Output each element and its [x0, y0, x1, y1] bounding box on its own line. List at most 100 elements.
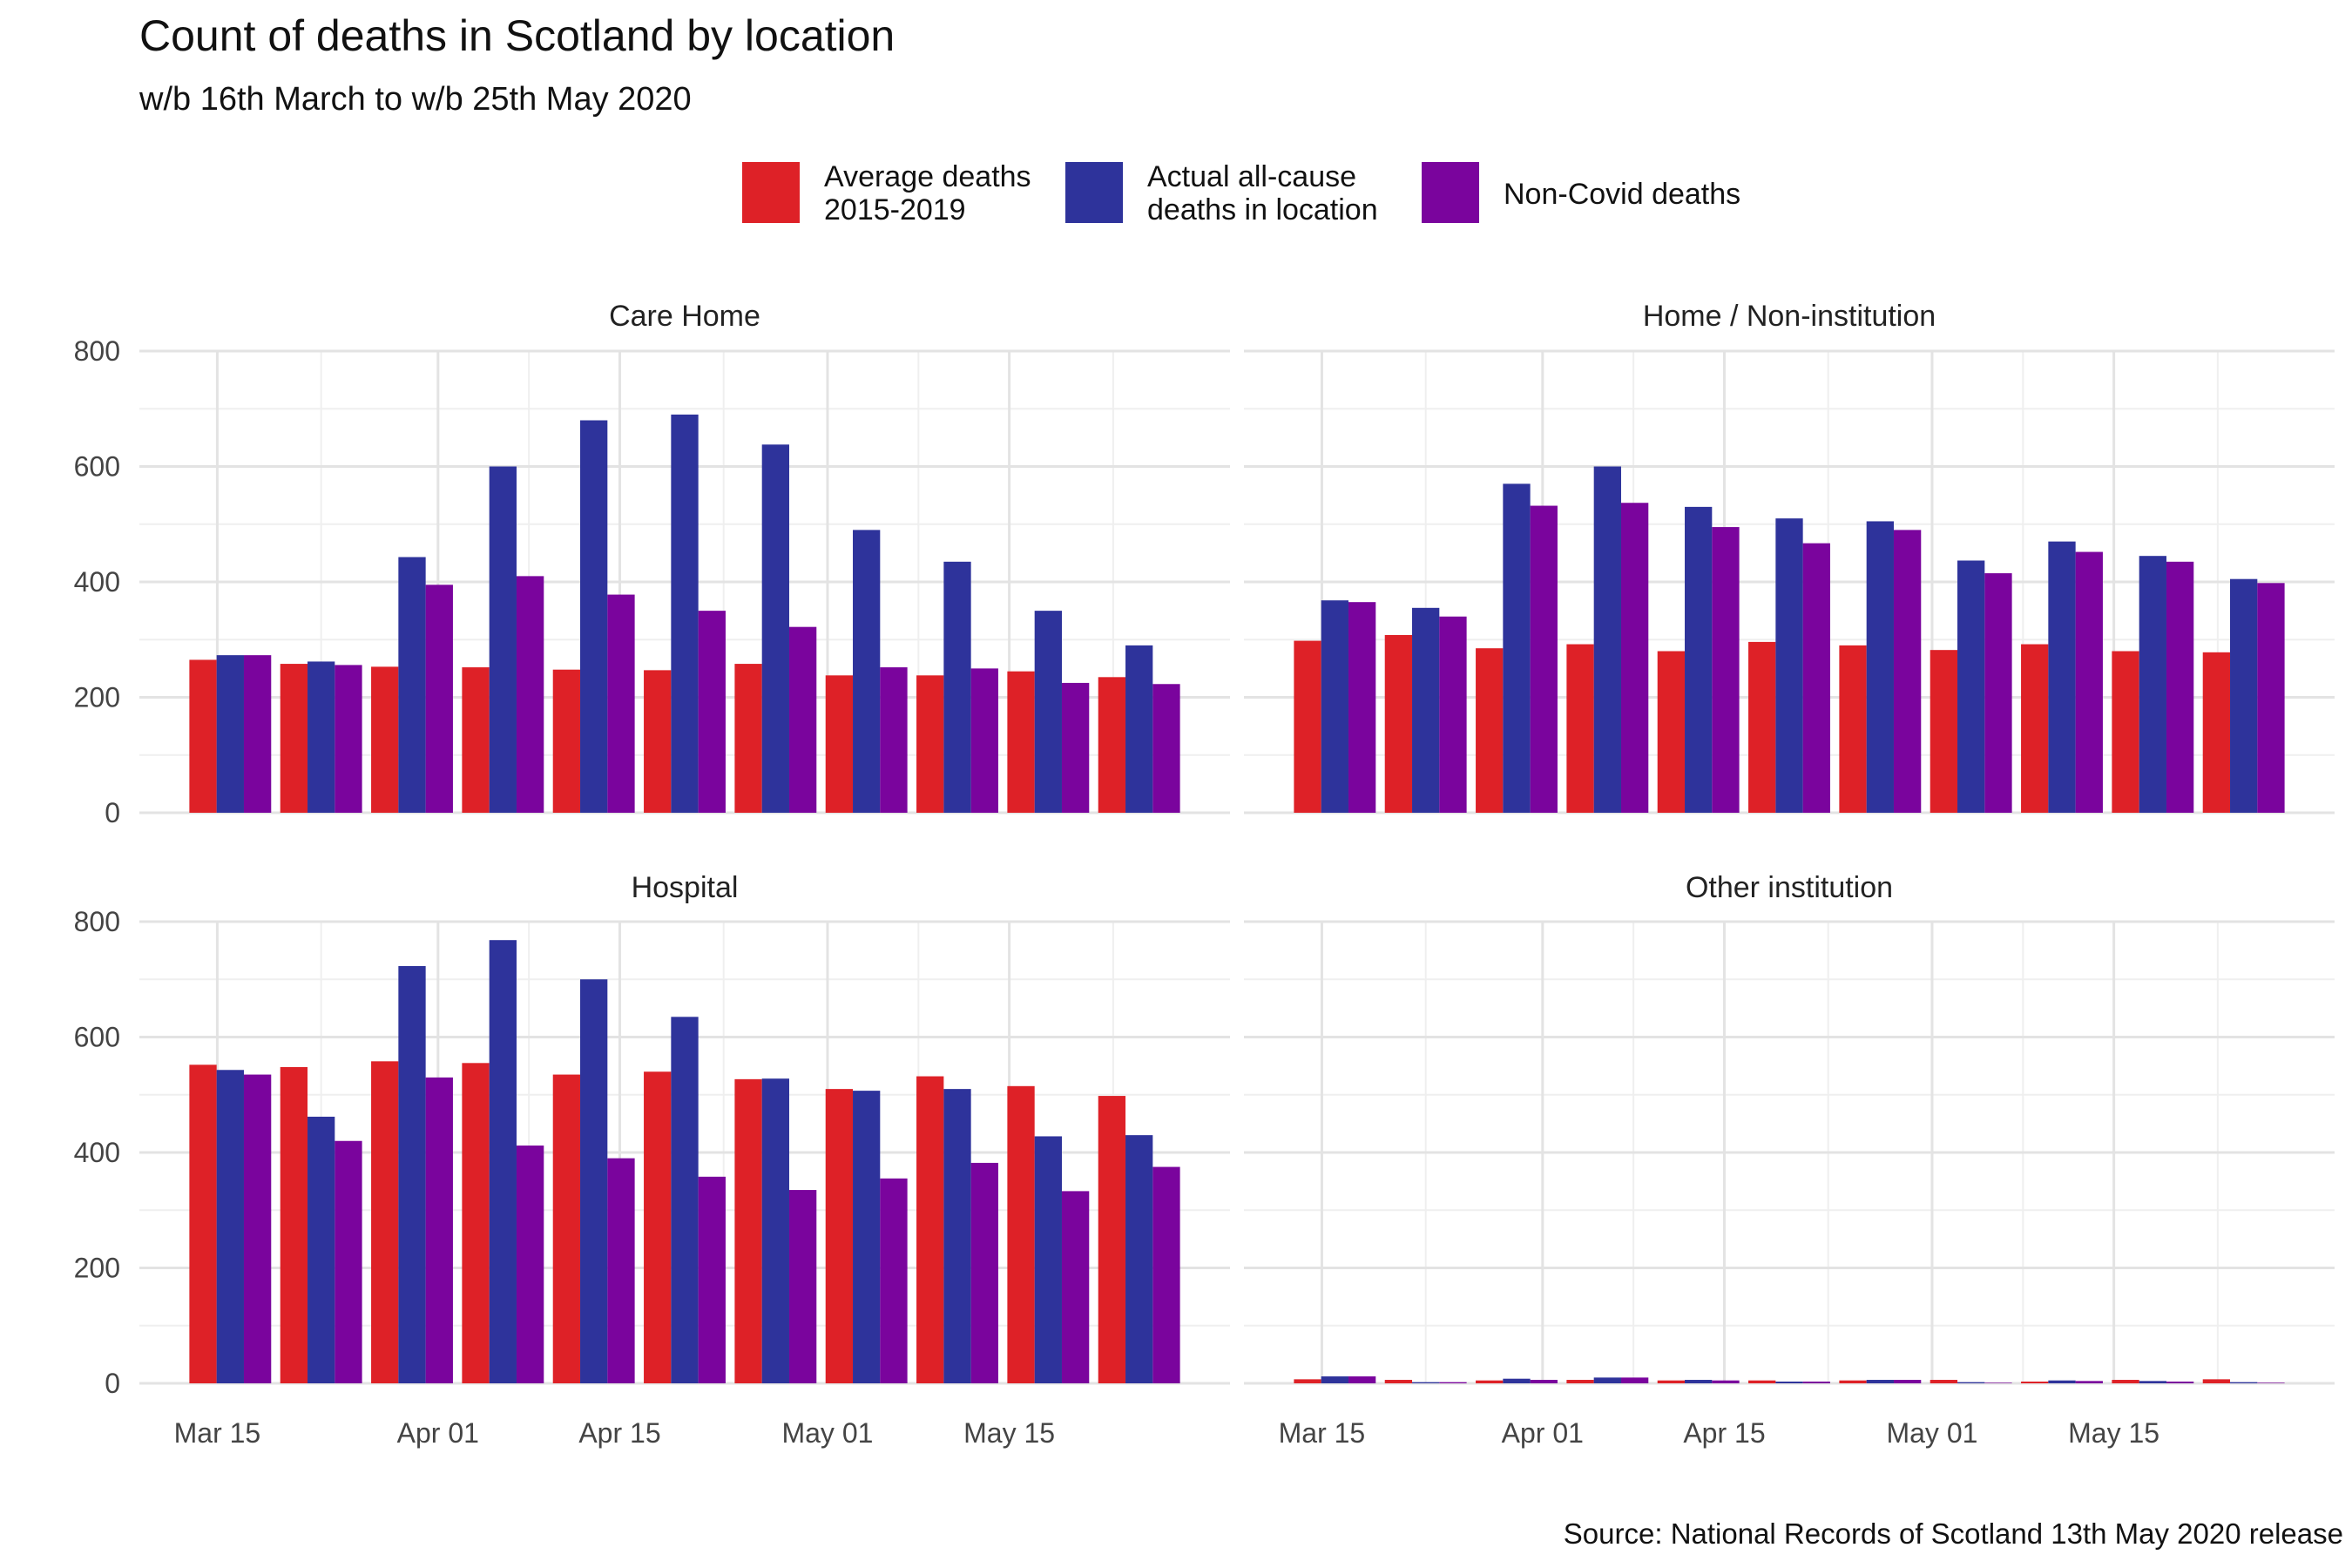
x-tick-label: Apr 01	[397, 1417, 479, 1449]
bar-3-6	[698, 1176, 726, 1383]
bar-1-7	[1839, 1380, 1867, 1383]
bar-2-9	[943, 561, 971, 813]
bar-1-1	[189, 659, 217, 813]
bar-2-2	[308, 661, 335, 813]
y-tick-label: 400	[74, 1137, 120, 1168]
bar-2-9	[943, 1089, 971, 1383]
y-tick-label: 400	[74, 566, 120, 598]
bar-2-8	[853, 1091, 881, 1383]
bar-3-4	[516, 1146, 544, 1383]
legend-swatch-3	[1422, 162, 1479, 223]
bar-2-11	[2230, 1382, 2258, 1383]
y-tick-label: 200	[74, 1253, 120, 1284]
bar-1-7	[734, 1078, 762, 1383]
bar-3-9	[970, 668, 998, 813]
bar-2-4	[489, 466, 517, 813]
legend-label: Actual all-cause	[1147, 160, 1356, 193]
bar-3-5	[607, 1158, 635, 1383]
bar-2-10	[1034, 1136, 1062, 1383]
bar-1-6	[644, 1071, 672, 1383]
bar-2-7	[1866, 521, 1894, 813]
bar-3-8	[880, 667, 908, 813]
x-tick-label: Mar 15	[174, 1417, 261, 1449]
panel-4: Other institution Mar 15 Apr 01 Apr 15 May 0…	[1244, 871, 2335, 1449]
bar-2-3	[398, 557, 426, 813]
bar-1-5	[1657, 651, 1686, 813]
x-tick-label: Apr 01	[1502, 1417, 1584, 1449]
y-tick-label: 600	[74, 1022, 120, 1053]
bar-3-9	[2075, 551, 2103, 813]
bar-1-6	[1748, 1380, 1776, 1383]
bar-3-4	[1620, 503, 1649, 813]
bar-3-3	[1530, 505, 1558, 813]
bar-2-5	[580, 979, 608, 1383]
bar-1-10	[2112, 651, 2139, 813]
chart-panels: Care Home 0 200 400 600 800 Home / Non-institu…	[74, 300, 2335, 1449]
x-tick-label: May 01	[1886, 1417, 1977, 1449]
bar-1-4	[1566, 1380, 1594, 1383]
bar-1-11	[1098, 1096, 1126, 1383]
bar-2-8	[1957, 560, 1985, 813]
bar-2-9	[2048, 541, 2076, 813]
bar-1-9	[2021, 644, 2049, 813]
bar-3-11	[2257, 583, 2285, 813]
bar-2-7	[761, 444, 789, 813]
bar-1-8	[825, 675, 854, 813]
legend-label: Non-Covid deaths	[1504, 178, 1740, 211]
bar-2-6	[1775, 1382, 1803, 1383]
bar-1-7	[1839, 645, 1867, 813]
bar-3-10	[2166, 561, 2194, 813]
bar-1-8	[825, 1089, 854, 1383]
bar-1-6	[644, 670, 672, 813]
facet-label: Hospital	[632, 871, 739, 904]
bar-2-5	[1685, 1380, 1713, 1383]
panel-2: Home / Non-institution	[1244, 300, 2335, 814]
legend-label: deaths in location	[1147, 193, 1378, 226]
bar-1-2	[1384, 1380, 1413, 1383]
y-tick-label: 200	[74, 682, 120, 713]
bar-3-8	[1984, 1382, 2012, 1383]
bar-3-2	[335, 1140, 362, 1383]
bar-1-3	[1476, 648, 1504, 813]
bar-3-6	[1802, 543, 1830, 813]
y-tick-label: 800	[74, 906, 120, 937]
bar-2-2	[1412, 1382, 1440, 1383]
bar-2-6	[671, 1017, 699, 1383]
bar-2-3	[398, 966, 426, 1383]
bar-3-9	[2075, 1381, 2103, 1383]
bar-1-5	[1657, 1380, 1686, 1383]
bar-3-8	[1984, 573, 2012, 813]
bar-3-3	[425, 585, 453, 813]
bar-2-8	[853, 530, 881, 813]
bar-2-11	[1125, 645, 1153, 813]
bar-3-2	[1439, 1382, 1467, 1383]
bar-3-1	[243, 1074, 272, 1383]
x-tick-label: Mar 15	[1279, 1417, 1366, 1449]
bar-2-2	[308, 1116, 335, 1383]
bar-1-8	[1930, 650, 1958, 813]
bar-2-5	[580, 420, 608, 813]
bar-2-1	[1321, 600, 1348, 813]
bar-3-11	[2257, 1382, 2285, 1383]
bar-3-2	[1439, 616, 1467, 813]
bar-3-5	[607, 594, 635, 813]
legend-swatch-2	[1065, 162, 1123, 223]
bar-1-5	[552, 669, 581, 813]
bar-1-1	[1294, 1379, 1321, 1383]
bar-3-3	[425, 1077, 453, 1383]
bar-3-8	[880, 1178, 908, 1383]
bar-1-6	[1748, 641, 1776, 813]
bar-1-1	[1294, 640, 1321, 813]
bar-1-10	[1007, 671, 1035, 813]
bar-2-1	[216, 1070, 244, 1383]
bar-2-7	[761, 1078, 789, 1383]
bar-3-11	[1152, 1166, 1180, 1383]
facet-label: Care Home	[609, 300, 760, 333]
bar-2-11	[2230, 578, 2258, 813]
chart-caption: Source: National Records of Scotland 13t…	[1564, 1517, 2343, 1550]
bar-1-11	[1098, 677, 1126, 813]
y-tick-label: 0	[105, 797, 120, 828]
x-tick-label: May 15	[2068, 1417, 2159, 1449]
